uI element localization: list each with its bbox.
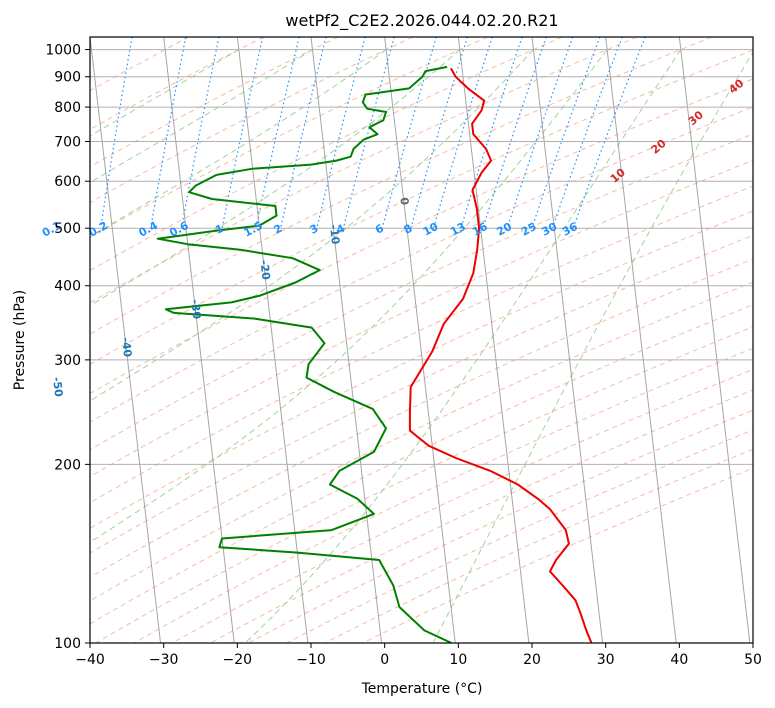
mixing-ratio-line — [150, 37, 187, 229]
plot-frame — [89, 36, 754, 644]
moist-adiabat-line — [90, 49, 534, 402]
isotherm-line — [457, 37, 530, 643]
x-tick-label: 50 — [744, 652, 762, 668]
dry-adiabat-line — [90, 37, 488, 238]
mixing-ratio-label: 36 — [560, 220, 580, 239]
mixing-ratio-label: 13 — [448, 220, 468, 239]
x-tick-label: 20 — [523, 652, 541, 668]
dry-adiabat-line — [90, 37, 638, 304]
isotherm-label: -30 — [188, 299, 203, 321]
isotherm-line — [163, 37, 235, 643]
x-tick-label: −10 — [296, 652, 326, 668]
mixing-ratio-line — [100, 37, 133, 229]
axes-frame — [89, 36, 754, 644]
isotherm-line — [531, 37, 604, 643]
mixing-ratio-label: 25 — [519, 220, 539, 239]
mixing-ratio-label: 10 — [421, 220, 441, 239]
isotherm-line — [236, 37, 309, 643]
y-tick-label: 500 — [54, 221, 81, 237]
temperature-profile-line — [408, 67, 593, 643]
mixing-ratio-label: 16 — [470, 220, 490, 239]
mixing-ratio-label: 20 — [494, 220, 514, 239]
mixing-ratio-line — [342, 37, 395, 229]
y-tick-label: 100 — [54, 636, 81, 652]
y-tick-label: 900 — [54, 70, 81, 86]
y-axis-ticks: 100 200 300 400 500 600 700 800 900 1000 — [45, 43, 90, 652]
isotherm-label: -50 — [50, 376, 65, 398]
mixing-ratio-line — [381, 37, 437, 229]
chart-title: wetPf2_C2E2.2026.044.02.20.R21 — [285, 11, 558, 31]
x-tick-label: −40 — [75, 652, 105, 668]
isotherm-line — [752, 37, 753, 42]
mixing-ratio-line — [551, 37, 623, 229]
x-axis-ticks: −40 −30 −20 −10 0 10 20 30 40 50 — [75, 643, 762, 668]
x-axis-label: Temperature (°C) — [361, 681, 483, 697]
background-reference-lines — [54, 37, 753, 643]
y-tick-label: 600 — [54, 174, 81, 190]
dry-adiabat-line — [90, 258, 753, 578]
sounding-profiles — [156, 65, 593, 643]
isotherm-label: -20 — [257, 259, 272, 281]
dry-adiabat-line — [90, 185, 753, 504]
y-tick-label: 800 — [54, 100, 81, 116]
mixing-ratio-line — [572, 37, 646, 229]
dry-adiabat-line — [90, 37, 563, 272]
dry-adiabat-line — [171, 368, 753, 643]
x-tick-label: −20 — [223, 652, 253, 668]
isotherm-line — [605, 37, 677, 643]
isotherm-label: -10 — [327, 224, 342, 246]
y-tick-label: 200 — [54, 457, 81, 473]
isotherm-label: 0 — [397, 197, 411, 206]
dry-adiabat-line — [90, 159, 753, 478]
plot-area — [90, 37, 753, 643]
isotherm-label: -40 — [119, 337, 134, 359]
dewpoint-profile-line — [156, 65, 452, 643]
dry-adiabat-line — [90, 37, 712, 335]
isotherm-line — [384, 37, 456, 643]
x-tick-label: 0 — [380, 652, 389, 668]
dry-adiabat-line — [133, 347, 753, 643]
isotherm-line — [678, 37, 751, 643]
plot-background — [90, 37, 753, 643]
moist-adiabat-line — [90, 49, 387, 238]
y-tick-label: 1000 — [45, 43, 81, 59]
mixing-ratio-label: 30 — [540, 220, 560, 239]
dry-adiabat-line — [90, 37, 264, 131]
moist-adiabat-line — [244, 49, 682, 643]
dry-adiabat-line — [90, 37, 339, 168]
moist-adiabat-line — [90, 49, 313, 183]
y-tick-label: 400 — [54, 279, 81, 295]
x-tick-label: −30 — [149, 652, 179, 668]
y-tick-label: 300 — [54, 353, 81, 369]
mixing-ratio-line — [410, 37, 469, 229]
moist-adiabat-line — [90, 49, 608, 543]
x-tick-label: 30 — [597, 652, 615, 668]
mixing-ratio-line — [54, 37, 82, 228]
x-tick-label: 40 — [670, 652, 688, 668]
y-axis-label: Pressure (hPa) — [12, 290, 28, 390]
x-tick-label: 10 — [449, 652, 467, 668]
isotherm-line — [90, 37, 162, 643]
mixing-ratio-line — [432, 37, 493, 229]
dry-adiabat-line — [90, 304, 753, 625]
isotherm-line — [310, 37, 383, 643]
mixing-ratio-line — [316, 37, 366, 229]
dry-adiabat-line — [90, 78, 753, 395]
dry-adiabat-line — [90, 210, 753, 529]
y-tick-label: 700 — [54, 134, 81, 150]
